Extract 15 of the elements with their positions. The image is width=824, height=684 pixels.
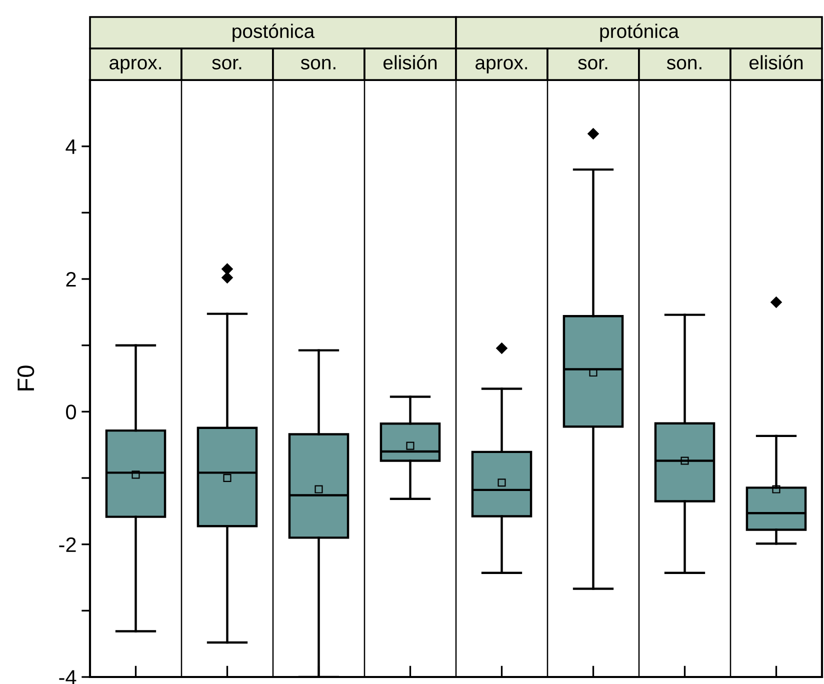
y-axis-title: F0 [17, 366, 34, 390]
y-tick-label: 4 [66, 140, 76, 154]
text: protónica [600, 24, 679, 42]
x-tick-label: sor. [578, 58, 608, 70]
x-tick-label: son. [666, 58, 702, 70]
x-tick-label: aprox. [110, 58, 161, 74]
x-tick-label: elisión [750, 54, 803, 70]
x-tick-label: sor. [212, 58, 242, 70]
x-tick-label: aprox. [476, 58, 527, 74]
y-tick-label: 2 [66, 272, 76, 287]
text: postónica [232, 24, 315, 42]
x-tick-label: elisión [384, 54, 437, 70]
y-tick-label: 0 [66, 404, 76, 420]
y-tick-label: -2 [59, 537, 76, 552]
x-tick-label: son. [300, 58, 336, 70]
